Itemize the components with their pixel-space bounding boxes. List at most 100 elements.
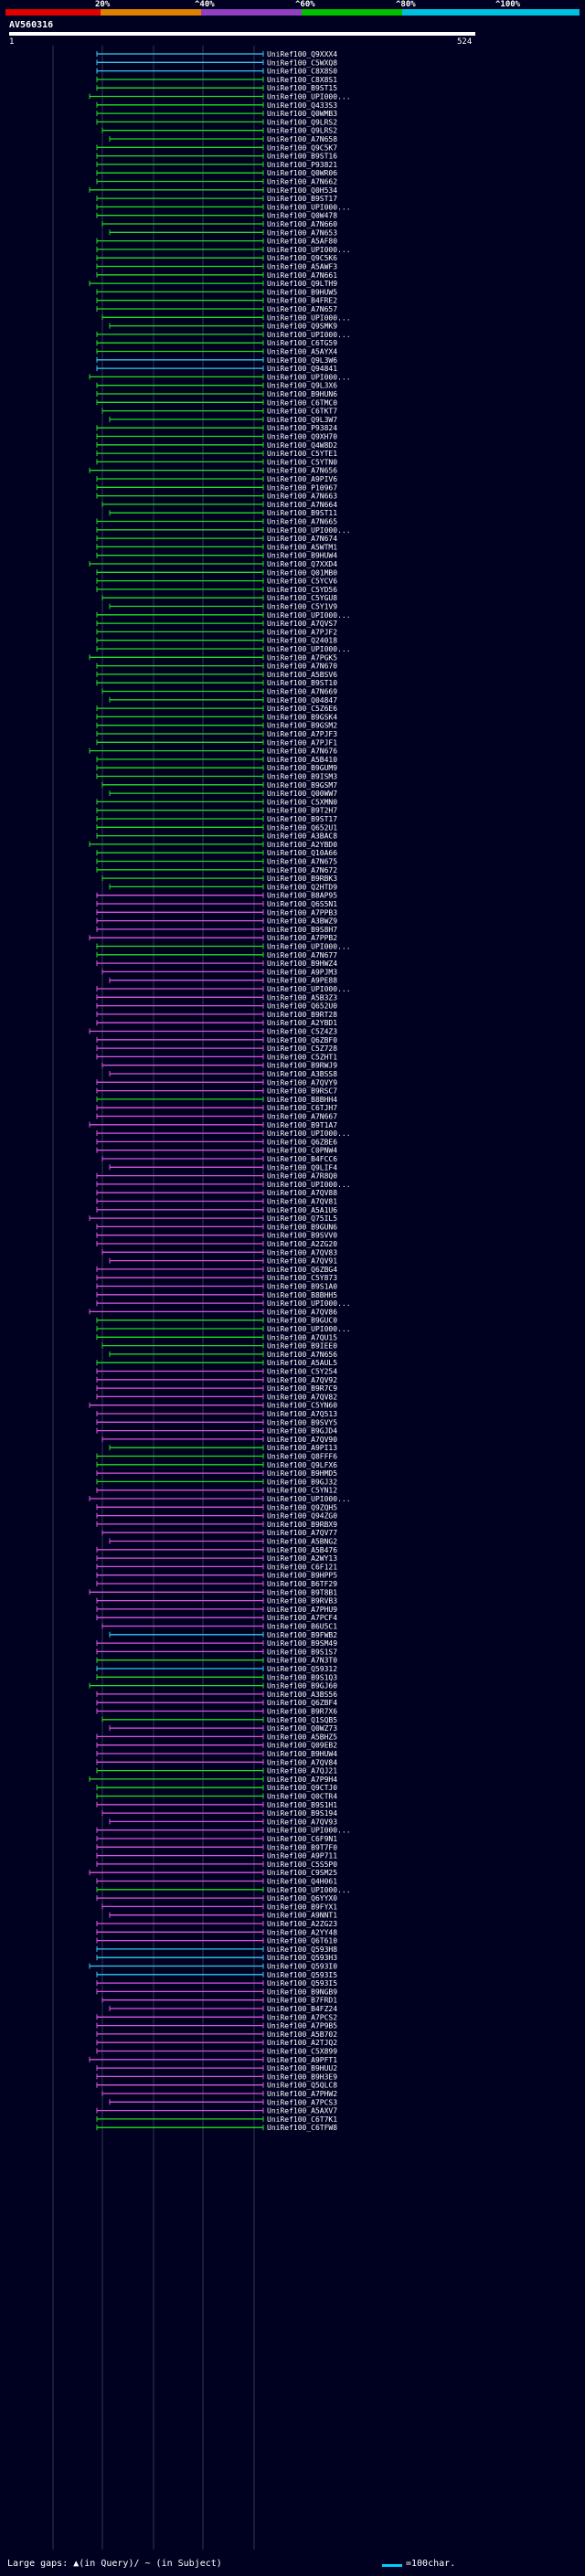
- hit-label[interactable]: UniRef100_B9HUW4: [267, 552, 337, 560]
- hit-label[interactable]: UniRef100_B9GJ32: [267, 1478, 337, 1486]
- hit-label[interactable]: UniRef100_A3BS56: [267, 1691, 337, 1699]
- hit-label[interactable]: UniRef100_C9SM25: [267, 1869, 337, 1877]
- hit-label[interactable]: UniRef100_C6TG59: [267, 339, 337, 347]
- hit-label[interactable]: UniRef100_C5WXQ8: [267, 58, 337, 67]
- hit-label[interactable]: UniRef100_Q01MB0: [267, 568, 337, 577]
- hit-label[interactable]: UniRef100_B9HUN6: [267, 390, 337, 398]
- hit-label[interactable]: UniRef100_Q593H3: [267, 1954, 337, 1962]
- hit-label[interactable]: UniRef100_Q5QLC8: [267, 2082, 337, 2090]
- hit-label[interactable]: UniRef100_UPI000...: [267, 526, 351, 535]
- hit-label[interactable]: UniRef100_Q0WMB3: [267, 110, 337, 118]
- hit-label[interactable]: UniRef100_B9S1A0: [267, 1283, 337, 1291]
- hit-label[interactable]: UniRef100_A7QV93: [267, 1818, 337, 1826]
- hit-label[interactable]: UniRef100_Q8FFF6: [267, 1453, 337, 1461]
- hit-label[interactable]: UniRef100_A5B702: [267, 2030, 337, 2039]
- hit-label[interactable]: UniRef100_B9T2H7: [267, 807, 337, 815]
- hit-label[interactable]: UniRef100_B9SVV0: [267, 1232, 337, 1240]
- hit-label[interactable]: UniRef100_B9GSK4: [267, 713, 337, 721]
- hit-label[interactable]: UniRef100_A7N662: [267, 178, 337, 186]
- hit-label[interactable]: UniRef100_A7N653: [267, 228, 337, 237]
- hit-label[interactable]: UniRef100_Q593I0: [267, 1963, 337, 1971]
- hit-label[interactable]: UniRef100_A7N667: [267, 1113, 337, 1121]
- hit-label[interactable]: UniRef100_A7PJF3: [267, 730, 337, 738]
- hit-label[interactable]: UniRef100_Q4W8D2: [267, 441, 337, 450]
- hit-label[interactable]: UniRef100_A7PCS3: [267, 2098, 337, 2106]
- hit-label[interactable]: UniRef100_A7PHW2: [267, 2090, 337, 2098]
- hit-label[interactable]: UniRef100_B9ST10: [267, 679, 337, 687]
- hit-label[interactable]: UniRef100_UPI000...: [267, 611, 351, 620]
- hit-label[interactable]: UniRef100_C5YGU8: [267, 594, 337, 602]
- hit-label[interactable]: UniRef100_C5XMN0: [267, 798, 337, 806]
- hit-label[interactable]: UniRef100_B9RBK3: [267, 875, 337, 883]
- hit-label[interactable]: UniRef100_B9GJD4: [267, 1427, 337, 1436]
- hit-label[interactable]: UniRef100_B9T8B1: [267, 1588, 337, 1596]
- hit-label[interactable]: UniRef100_UPI000...: [267, 1827, 351, 1835]
- hit-label[interactable]: UniRef100_C8X8S0: [267, 68, 337, 76]
- hit-label[interactable]: UniRef100_UPI000...: [267, 943, 351, 951]
- hit-label[interactable]: UniRef100_B9H3E9: [267, 2072, 337, 2081]
- hit-label[interactable]: UniRef100_Q9L3W7: [267, 416, 337, 424]
- hit-label[interactable]: UniRef100_A7N665: [267, 518, 337, 526]
- hit-label[interactable]: UniRef100_Q0WR06: [267, 169, 337, 177]
- hit-label[interactable]: UniRef100_A3BSS8: [267, 1070, 337, 1078]
- hit-label[interactable]: UniRef100_A7N670: [267, 663, 337, 671]
- hit-label[interactable]: UniRef100_B9ST17: [267, 195, 337, 203]
- hit-label[interactable]: UniRef100_A7QV81: [267, 1198, 337, 1206]
- hit-label[interactable]: UniRef100_Q9C5K6: [267, 254, 337, 262]
- hit-label[interactable]: UniRef100_Q94ZG0: [267, 1512, 337, 1521]
- hit-label[interactable]: UniRef100_Q10A66: [267, 849, 337, 857]
- hit-label[interactable]: UniRef100_A9PFT1: [267, 2056, 337, 2064]
- hit-label[interactable]: UniRef100_A9NNT1: [267, 1912, 337, 1920]
- hit-label[interactable]: UniRef100_B9ST15: [267, 84, 337, 92]
- hit-label[interactable]: UniRef100_B9RVB3: [267, 1597, 337, 1606]
- hit-label[interactable]: UniRef100_A7N3T0: [267, 1657, 337, 1665]
- hit-label[interactable]: UniRef100_Q9XH70: [267, 433, 337, 441]
- hit-label[interactable]: UniRef100_A7PCF4: [267, 1614, 337, 1622]
- hit-label[interactable]: UniRef100_A2YBD1: [267, 1019, 337, 1027]
- hit-label[interactable]: UniRef100_B9GUN6: [267, 1223, 337, 1231]
- hit-label[interactable]: UniRef100_A7QV83: [267, 1248, 337, 1256]
- hit-label[interactable]: UniRef100_A5BHZ5: [267, 1733, 337, 1741]
- hit-label[interactable]: UniRef100_C6F9N1: [267, 1835, 337, 1843]
- hit-label[interactable]: UniRef100_C6TJH7: [267, 1104, 337, 1112]
- hit-label[interactable]: UniRef100_A7QV82: [267, 1393, 337, 1401]
- hit-label[interactable]: UniRef100_A7QU15: [267, 1333, 337, 1341]
- hit-label[interactable]: UniRef100_C5X899: [267, 2048, 337, 2056]
- hit-label[interactable]: UniRef100_Q00WW7: [267, 790, 337, 798]
- hit-label[interactable]: UniRef100_C5YTN0: [267, 458, 337, 466]
- hit-label[interactable]: UniRef100_Q75IL5: [267, 1214, 337, 1223]
- hit-label[interactable]: UniRef100_UPI000...: [267, 1181, 351, 1189]
- hit-label[interactable]: UniRef100_UPI000...: [267, 313, 351, 322]
- hit-label[interactable]: UniRef100_UPI000...: [267, 645, 351, 653]
- hit-label[interactable]: UniRef100_C5ZHT1: [267, 1053, 337, 1061]
- hit-label[interactable]: UniRef100_B9GSM7: [267, 781, 337, 790]
- hit-label[interactable]: UniRef100_A7N677: [267, 951, 337, 959]
- hit-label[interactable]: UniRef100_P10967: [267, 483, 337, 492]
- hit-label[interactable]: UniRef100_A7N661: [267, 271, 337, 280]
- hit-label[interactable]: UniRef100_B9HUU2: [267, 2064, 337, 2072]
- hit-label[interactable]: UniRef100_A9PIV6: [267, 475, 337, 483]
- hit-label[interactable]: UniRef100_B9ST11: [267, 509, 337, 517]
- hit-label[interactable]: UniRef100_A5A1U6: [267, 1206, 337, 1214]
- hit-label[interactable]: UniRef100_C5YN60: [267, 1402, 337, 1410]
- hit-label[interactable]: UniRef100_Q94841: [267, 365, 337, 373]
- hit-label[interactable]: UniRef100_Q6ZBF4: [267, 1699, 337, 1707]
- hit-label[interactable]: UniRef100_Q9L3X6: [267, 382, 337, 390]
- hit-label[interactable]: UniRef100_Q6ZBF0: [267, 1036, 337, 1044]
- hit-label[interactable]: UniRef100_UPI000...: [267, 93, 351, 101]
- hit-label[interactable]: UniRef100_A7N657: [267, 305, 337, 313]
- hit-label[interactable]: UniRef100_C6TMC0: [267, 398, 337, 407]
- hit-label[interactable]: UniRef100_A7QJ21: [267, 1767, 337, 1776]
- hit-label[interactable]: UniRef100_A7QV88: [267, 1189, 337, 1197]
- hit-label[interactable]: UniRef100_A3BWZ9: [267, 917, 337, 926]
- hit-label[interactable]: UniRef100_B9S1S7: [267, 1648, 337, 1656]
- hit-label[interactable]: UniRef100_B9HWZ4: [267, 959, 337, 968]
- hit-label[interactable]: UniRef100_Q433S3: [267, 101, 337, 110]
- hit-label[interactable]: UniRef100_Q9LTH9: [267, 280, 337, 288]
- hit-label[interactable]: UniRef100_Q6YYX0: [267, 1894, 337, 1903]
- hit-label[interactable]: UniRef100_B9ST17: [267, 815, 337, 823]
- hit-label[interactable]: UniRef100_A7N656: [267, 1351, 337, 1359]
- hit-label[interactable]: UniRef100_Q6ZBE6: [267, 1138, 337, 1146]
- hit-label[interactable]: UniRef100_A7PCS2: [267, 2013, 337, 2021]
- hit-label[interactable]: UniRef100_C5Y254: [267, 1368, 337, 1376]
